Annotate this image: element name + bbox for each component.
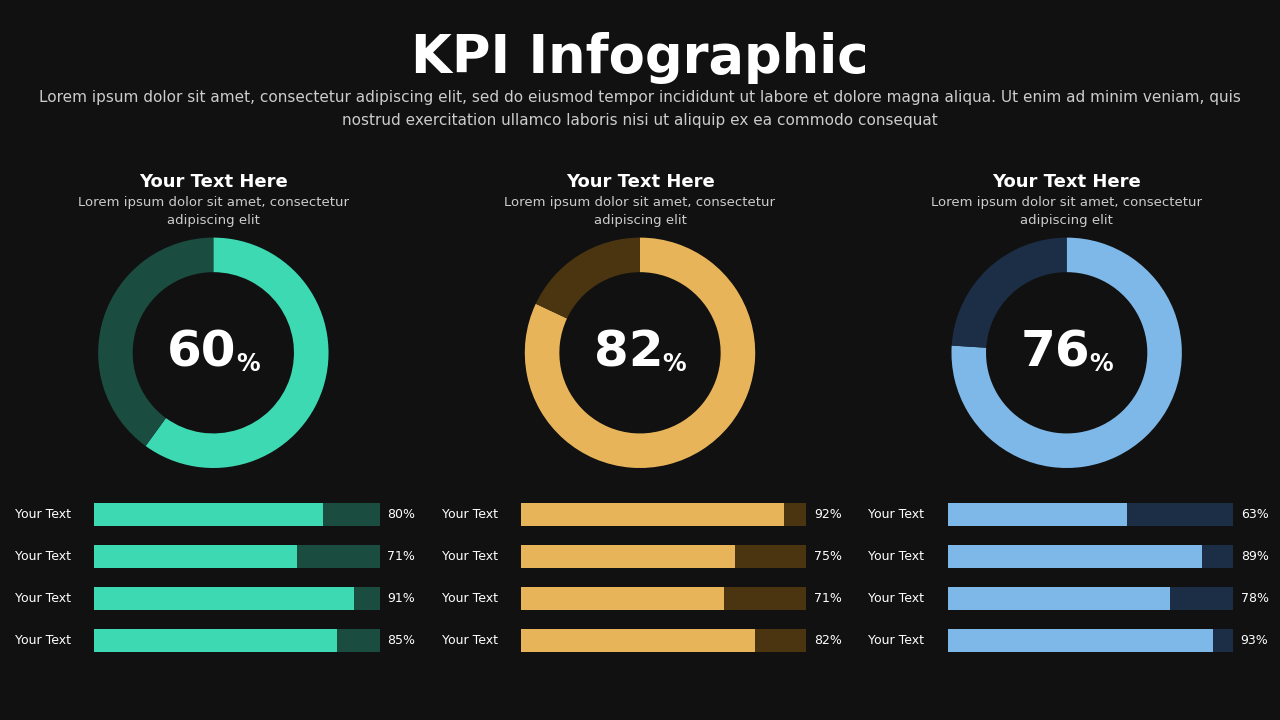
Text: 82%: 82% (814, 634, 842, 647)
Text: Lorem ipsum dolor sit amet, consectetur
adipiscing elit: Lorem ipsum dolor sit amet, consectetur … (504, 196, 776, 228)
Text: Your Text: Your Text (442, 550, 498, 563)
Text: Your Text: Your Text (15, 634, 70, 647)
Text: Your Text: Your Text (15, 508, 70, 521)
Wedge shape (536, 238, 640, 318)
Text: Your Text: Your Text (868, 634, 924, 647)
Text: 60: 60 (168, 329, 237, 377)
Text: 76: 76 (1020, 329, 1091, 377)
Text: 80%: 80% (388, 508, 416, 521)
Text: Lorem ipsum dolor sit amet, consectetur
adipiscing elit: Lorem ipsum dolor sit amet, consectetur … (931, 196, 1202, 228)
Text: 85%: 85% (388, 634, 416, 647)
Text: Your Text Here: Your Text Here (566, 173, 714, 191)
Wedge shape (146, 238, 329, 468)
Text: 63%: 63% (1240, 508, 1268, 521)
Text: 91%: 91% (388, 592, 415, 605)
Text: Your Text: Your Text (868, 592, 924, 605)
Text: Your Text Here: Your Text Here (992, 173, 1140, 191)
Text: Your Text Here: Your Text Here (140, 173, 288, 191)
Text: Lorem ipsum dolor sit amet, consectetur adipiscing elit, sed do eiusmod tempor i: Lorem ipsum dolor sit amet, consectetur … (40, 90, 1240, 128)
Wedge shape (952, 238, 1066, 348)
Text: Your Text: Your Text (442, 634, 498, 647)
Text: Your Text: Your Text (868, 508, 924, 521)
Text: 93%: 93% (1240, 634, 1268, 647)
Text: Your Text: Your Text (442, 508, 498, 521)
Text: Your Text: Your Text (868, 550, 924, 563)
Text: Your Text: Your Text (15, 550, 70, 563)
Wedge shape (525, 238, 755, 468)
Text: %: % (1089, 352, 1114, 377)
Text: Your Text: Your Text (442, 592, 498, 605)
Text: KPI Infographic: KPI Infographic (411, 32, 869, 84)
Text: Lorem ipsum dolor sit amet, consectetur
adipiscing elit: Lorem ipsum dolor sit amet, consectetur … (78, 196, 349, 228)
Text: 78%: 78% (1240, 592, 1268, 605)
Text: %: % (236, 352, 260, 377)
Text: 89%: 89% (1240, 550, 1268, 563)
Text: Your Text: Your Text (15, 592, 70, 605)
Text: 92%: 92% (814, 508, 842, 521)
Text: 82: 82 (594, 329, 663, 377)
Wedge shape (951, 238, 1181, 468)
Text: 71%: 71% (814, 592, 842, 605)
Text: 75%: 75% (814, 550, 842, 563)
Text: 71%: 71% (388, 550, 415, 563)
Text: %: % (663, 352, 686, 377)
Wedge shape (99, 238, 214, 446)
